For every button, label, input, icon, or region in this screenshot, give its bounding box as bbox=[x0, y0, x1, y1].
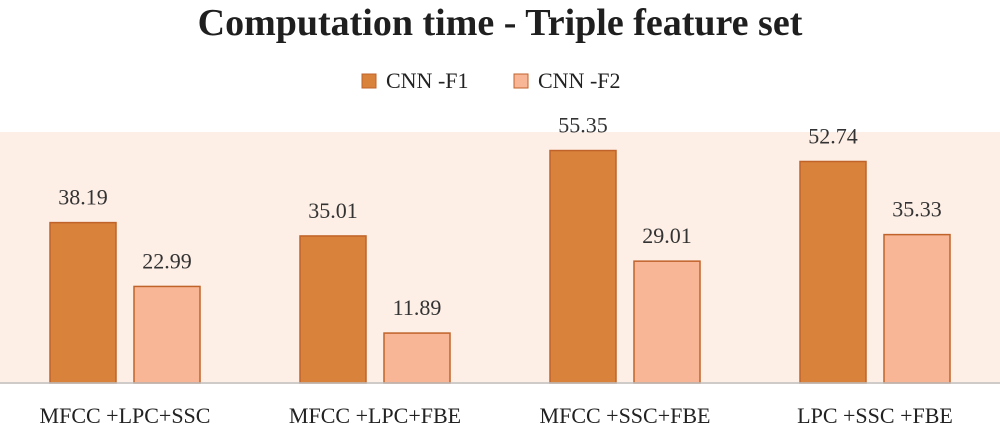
chart-title: Computation time - Triple feature set bbox=[198, 2, 803, 44]
bar-series1-cat4 bbox=[799, 160, 867, 384]
bar-series1-cat2 bbox=[299, 235, 367, 384]
bar-series2-cat2 bbox=[383, 332, 451, 384]
data-label-series1-cat1: 38.19 bbox=[58, 185, 108, 210]
data-label-series2-cat2: 11.89 bbox=[393, 295, 442, 320]
legend-label-1: CNN -F1 bbox=[386, 68, 469, 93]
x-tick-label-1: MFCC +LPC+SSC bbox=[40, 403, 211, 428]
legend: CNN -F1 CNN -F2 bbox=[361, 68, 621, 93]
data-label-series2-cat1: 22.99 bbox=[142, 248, 192, 273]
bar-series1-cat3 bbox=[549, 149, 617, 384]
x-tick-labels-group: MFCC +LPC+SSC MFCC +LPC+FBE MFCC +SSC+FBE L… bbox=[40, 403, 953, 428]
x-tick-label-4: LPC +SSC +FBE bbox=[797, 403, 953, 428]
legend-swatch-1 bbox=[361, 73, 377, 89]
value-labels-group: 38.19 22.99 35.01 11.89 55.35 29.01 52.74 35.33 bbox=[58, 113, 942, 321]
legend-swatch-2 bbox=[513, 73, 529, 89]
bar-series2-cat3 bbox=[633, 260, 701, 384]
bar-series2-cat1 bbox=[133, 285, 201, 384]
legend-label-2: CNN -F2 bbox=[538, 68, 621, 93]
bar-series1-cat1 bbox=[49, 221, 117, 384]
bars-group bbox=[49, 149, 951, 384]
data-label-series1-cat4: 52.74 bbox=[808, 123, 858, 148]
bar-series2-cat4 bbox=[883, 233, 951, 384]
data-label-series1-cat2: 35.01 bbox=[308, 198, 358, 223]
data-label-series2-cat3: 29.01 bbox=[642, 223, 692, 248]
x-tick-label-3: MFCC +SSC+FBE bbox=[540, 403, 711, 428]
x-tick-label-2: MFCC +LPC+FBE bbox=[289, 403, 461, 428]
data-label-series2-cat4: 35.33 bbox=[892, 197, 942, 222]
data-label-series1-cat3: 55.35 bbox=[558, 113, 608, 138]
